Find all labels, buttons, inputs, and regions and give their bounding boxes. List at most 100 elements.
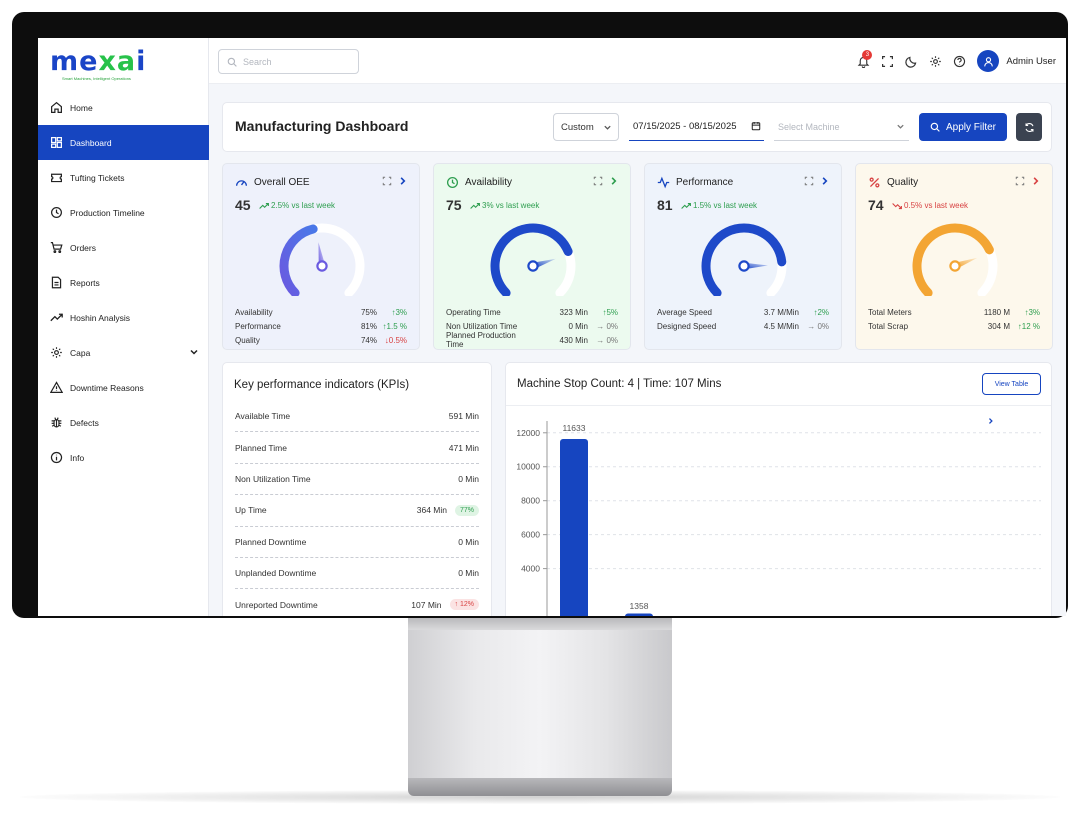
sidebar-item-reports[interactable]: Reports [38,265,209,300]
kpi-badge-text: 12% [459,601,474,609]
bar-data-label: 1358 [630,601,649,611]
theme-toggle-button[interactable] [899,49,923,73]
expand-icon[interactable] [593,176,603,186]
kpi-value: 0 Min [458,473,479,484]
kpi-row: Planned Downtime 0 Min [235,527,479,558]
quality-delta: 0.5% vs last week [892,201,968,210]
sidebar-item-dashboard[interactable]: Dashboard [38,125,209,160]
row-change-text: 0.5% [388,335,407,345]
quality-breakdown: Total Meters 1180 M ↑3% Total Scrap 304 M ↑1… [868,305,1040,333]
row-change: ↑3% [391,307,407,317]
availability-card-header: Availability [446,176,512,189]
sidebar-item-tufting-tickets[interactable]: Tufting Tickets [38,160,209,195]
range-select[interactable]: Custom [553,113,619,141]
monitor-stand [408,618,672,780]
sidebar-item-home[interactable]: Home [38,90,209,125]
performance-card-actions [798,176,829,186]
sidebar-item-hoshin-analysis[interactable]: Hoshin Analysis [38,300,209,335]
trend-icon [49,311,63,325]
sidebar-item-label: Capa [70,347,91,358]
quality-gauge [912,223,998,296]
sidebar-item-production-timeline[interactable]: Production Timeline [38,195,209,230]
gauge-needle [748,263,768,269]
warning-icon [49,381,63,395]
bar[interactable] [625,613,653,616]
gauge-fill [279,224,318,296]
row-change: ↑2% [813,307,829,317]
availability-value: 75 [446,197,462,213]
date-range-input[interactable]: 07/15/2025 - 08/15/2025 [629,113,764,141]
logo[interactable]: mexai Smart Machines, Intelligent Operat… [50,48,200,84]
expand-icon[interactable] [1015,176,1025,186]
kpi-row: Up Time 364 Min 77% [235,495,479,527]
search-input[interactable]: Search [218,49,359,74]
quality-card-title: Quality [887,177,919,188]
sidebar-item-info[interactable]: Info [38,440,209,475]
sidebar-item-orders[interactable]: Orders [38,230,209,265]
avatar[interactable] [977,50,1000,72]
chevron-down-icon [604,125,611,130]
quality-row-total-meters: Total Meters 1180 M ↑3% [868,305,1040,319]
gear-icon [930,55,941,67]
expand-icon[interactable] [804,176,814,186]
availability-card: Availability 75 3% vs last week Operatin… [433,163,631,350]
chevron-right-icon[interactable] [398,176,407,186]
moon-icon [905,56,917,68]
bar[interactable] [560,439,588,616]
availability-card-actions [587,176,618,186]
gauge-needle [536,258,556,267]
oee-row-availability: Availability 75% ↑3% [235,305,407,319]
row-label: Availability [235,307,273,317]
chevron-right-icon[interactable] [609,176,618,186]
trend-up-icon [470,202,480,209]
row-change: ↑12 % [1017,321,1040,331]
expand-icon[interactable] [382,176,392,186]
sidebar-item-capa[interactable]: Capa [38,335,209,370]
row-change: → 0% [596,321,618,331]
refresh-button[interactable] [1016,113,1042,141]
settings-button[interactable] [923,49,947,73]
kpi-value: 591 Min [448,411,479,422]
gauge-needle [318,242,324,262]
logo-part1: me [50,46,99,77]
performance-value: 81 [657,197,673,213]
chevron-down-icon[interactable] [189,347,199,357]
machine-select[interactable]: Select Machine [774,113,909,141]
cart-icon [49,241,63,255]
oee-delta: 2.5% vs last week [259,201,335,210]
oee-card-header: Overall OEE [235,176,310,189]
apply-filter-button[interactable]: Apply Filter [919,113,1007,141]
chevron-down-icon [897,124,904,129]
row-label: Planned Production Time [446,331,516,349]
chart-title: Machine Stop Count: 4 | Time: 107 Mins [517,378,722,390]
row-change: ↑5% [602,307,618,317]
quality-card-actions [1009,176,1040,186]
dashboard-icon [49,136,63,150]
gauge-hub [738,260,750,272]
gear-icon [49,346,63,360]
quality-delta-text: 0.5% vs last week [904,201,969,210]
user-name[interactable]: Admin User [1006,55,1056,67]
sidebar-item-defects[interactable]: Defects [38,405,209,440]
performance-card-header: Performance [657,176,733,189]
y-tick-label: 10000 [516,462,540,472]
help-button[interactable] [947,49,971,73]
oee-row-quality: Quality 74% ↓0.5% [235,333,407,347]
sidebar-item-downtime-reasons[interactable]: Downtime Reasons [38,370,209,405]
oee-row-performance: Performance 81% ↑1.5 % [235,319,407,333]
clock-icon [49,206,63,220]
chevron-right-icon[interactable] [820,176,829,186]
row-change-text: 3% [395,307,407,317]
kpi-value: 107 Min [411,599,442,610]
view-table-button[interactable]: View Table [982,373,1041,424]
oee-card: Overall OEE 45 2.5% vs last week Availab… [222,163,420,350]
availability-row-operating-time: Operating Time 323 Min ↑5% [446,305,618,319]
chevron-right-icon[interactable] [1031,176,1040,186]
row-value: 74% [360,335,377,345]
screen: mexai Smart Machines, Intelligent Operat… [38,38,1066,616]
fullscreen-button[interactable] [875,49,899,73]
notifications-button[interactable]: 3 [851,49,875,73]
calendar-icon[interactable] [751,121,761,131]
search-placeholder: Search [243,56,272,67]
